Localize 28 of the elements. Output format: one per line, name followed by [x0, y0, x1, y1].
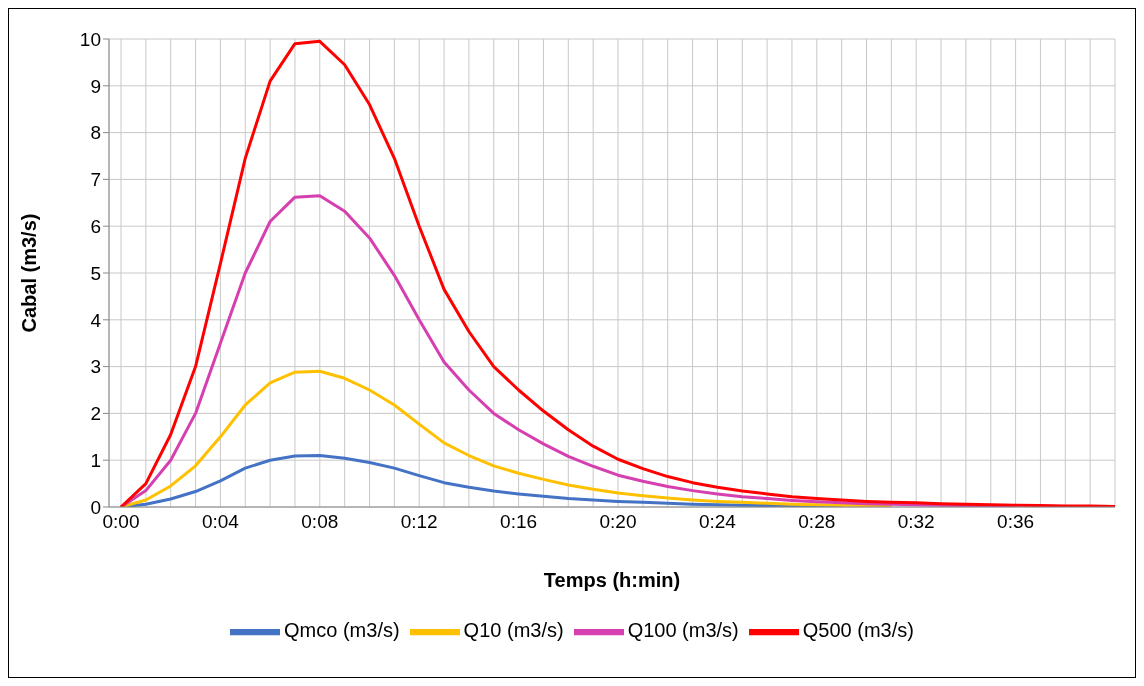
- legend-label: Q100 (m3/s): [627, 619, 739, 642]
- line-series: [119, 39, 1117, 507]
- x-tick-label: 0:32: [897, 511, 935, 533]
- legend-label: Q10 (m3/s): [463, 619, 564, 642]
- legend-label: Qmco (m3/s): [284, 619, 400, 642]
- x-tick-label: 0:24: [698, 511, 737, 533]
- x-tick-label: 0:08: [301, 511, 339, 533]
- y-tick-label: 4: [90, 309, 102, 331]
- x-tick-label: 0:20: [599, 511, 637, 533]
- y-tick-label: 6: [90, 215, 101, 237]
- y-tick-label: 2: [90, 403, 101, 425]
- x-tick-label: 0:16: [500, 511, 538, 533]
- y-tick-label: 10: [79, 28, 101, 50]
- x-axis-title: Temps (h:min): [543, 569, 681, 591]
- y-tick-label: 8: [90, 122, 101, 144]
- y-axis-title: Cabal (m3/s): [18, 213, 41, 333]
- y-tick-label: 3: [90, 356, 101, 378]
- y-tick-label: 5: [90, 262, 101, 284]
- x-tick-label: 0:12: [400, 511, 438, 533]
- legend-label: Q500 (m3/s): [802, 619, 914, 642]
- y-tick-label: 1: [90, 449, 101, 471]
- x-tick-label: 0:04: [201, 511, 240, 533]
- y-tick-label: 0: [90, 496, 101, 518]
- x-tick-label: 0:28: [798, 511, 836, 533]
- x-tick-label: 0:00: [102, 511, 140, 533]
- x-tick-label: 0:36: [997, 511, 1035, 533]
- y-tick-label: 7: [90, 169, 101, 191]
- y-tick-label: 9: [90, 75, 101, 97]
